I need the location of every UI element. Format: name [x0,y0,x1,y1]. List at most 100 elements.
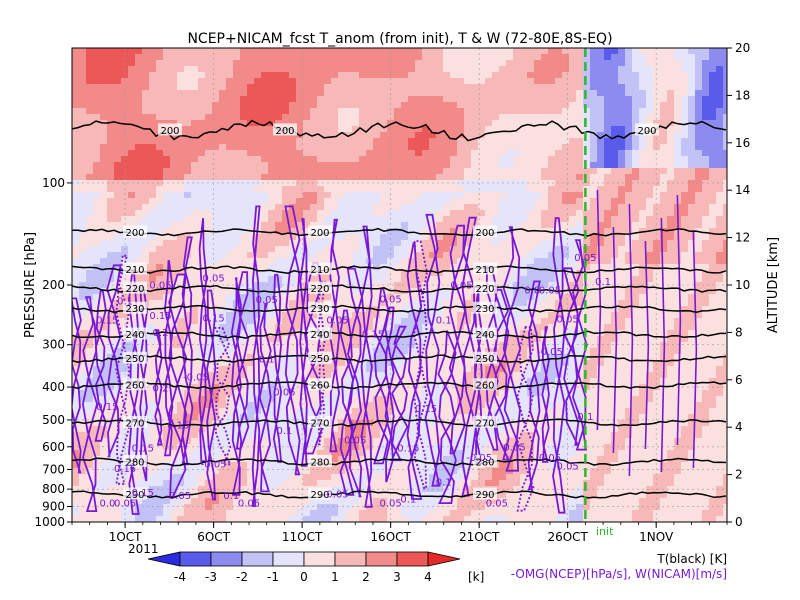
anomaly-cell [513,258,521,265]
anomaly-cell [303,108,311,115]
anomaly-cell [366,114,374,121]
anomaly-cell [401,54,409,61]
anomaly-cell [170,342,178,349]
anomaly-cell [247,204,255,211]
anomaly-cell [296,120,304,127]
anomaly-cell [534,108,542,115]
anomaly-cell [128,60,136,67]
anomaly-cell [135,54,143,61]
anomaly-cell [275,228,283,235]
anomaly-cell [674,174,682,181]
anomaly-cell [709,54,717,61]
anomaly-cell [548,66,556,73]
anomaly-cell [604,300,612,307]
anomaly-cell [324,192,332,199]
anomaly-cell [667,210,675,217]
anomaly-cell [597,276,605,283]
anomaly-cell [233,48,241,55]
anomaly-cell [611,132,619,139]
anomaly-cell [583,282,591,289]
anomaly-cell [373,354,381,361]
anomaly-cell [219,342,227,349]
anomaly-cell [590,312,598,319]
anomaly-cell [674,126,682,133]
anomaly-cell [212,54,220,61]
anomaly-cell [317,342,325,349]
anomaly-cell [499,108,507,115]
anomaly-cell [506,66,514,73]
anomaly-cell [653,78,661,85]
anomaly-cell [422,312,430,319]
anomaly-cell [163,90,171,97]
anomaly-cell [289,54,297,61]
anomaly-cell [653,72,661,79]
anomaly-cell [170,144,178,151]
anomaly-cell [597,78,605,85]
anomaly-cell [72,114,80,121]
anomaly-cell [590,318,598,325]
anomaly-cell [303,132,311,139]
anomaly-cell [226,150,234,157]
anomaly-cell [499,120,507,127]
anomaly-cell [660,132,668,139]
anomaly-cell [436,174,444,181]
anomaly-cell [247,198,255,205]
anomaly-cell [324,174,332,181]
anomaly-cell [471,252,479,259]
anomaly-cell [268,300,276,307]
anomaly-cell [163,96,171,103]
anomaly-cell [695,150,703,157]
anomaly-cell [72,216,80,223]
anomaly-cell [478,216,486,223]
anomaly-cell [450,228,458,235]
anomaly-cell [114,222,122,229]
anomaly-cell [212,186,220,193]
anomaly-cell [534,120,542,127]
anomaly-cell [499,300,507,307]
anomaly-cell [394,258,402,265]
anomaly-cell [520,252,528,259]
anomaly-cell [527,132,535,139]
anomaly-cell [499,90,507,97]
anomaly-cell [380,252,388,259]
anomaly-cell [569,90,577,97]
anomaly-cell [457,282,465,289]
anomaly-cell [660,276,668,283]
anomaly-cell [121,204,129,211]
anomaly-cell [436,102,444,109]
anomaly-cell [541,66,549,73]
anomaly-cell [86,192,94,199]
anomaly-cell [464,108,472,115]
anomaly-cell [142,48,150,55]
anomaly-cell [191,288,199,295]
anomaly-cell [590,252,598,259]
anomaly-cell [695,162,703,169]
anomaly-cell [128,120,136,127]
anomaly-cell [387,78,395,85]
anomaly-cell [450,294,458,301]
anomaly-cell [709,114,717,121]
anomaly-cell [394,54,402,61]
anomaly-cell [275,60,283,67]
anomaly-cell [597,336,605,343]
anomaly-cell [709,336,717,343]
anomaly-cell [639,270,647,277]
anomaly-cell [100,144,108,151]
anomaly-cell [191,84,199,91]
anomaly-cell [639,258,647,265]
anomaly-cell [177,180,185,187]
anomaly-cell [212,342,220,349]
anomaly-cell [324,84,332,91]
anomaly-cell [527,192,535,199]
anomaly-cell [520,126,528,133]
anomaly-cell [625,120,633,127]
anomaly-cell [429,198,437,205]
anomaly-cell [646,246,654,253]
anomaly-cell [163,240,171,247]
anomaly-cell [513,102,521,109]
anomaly-cell [226,132,234,139]
anomaly-cell [562,108,570,115]
anomaly-cell [464,300,472,307]
anomaly-cell [142,132,150,139]
anomaly-cell [135,78,143,85]
